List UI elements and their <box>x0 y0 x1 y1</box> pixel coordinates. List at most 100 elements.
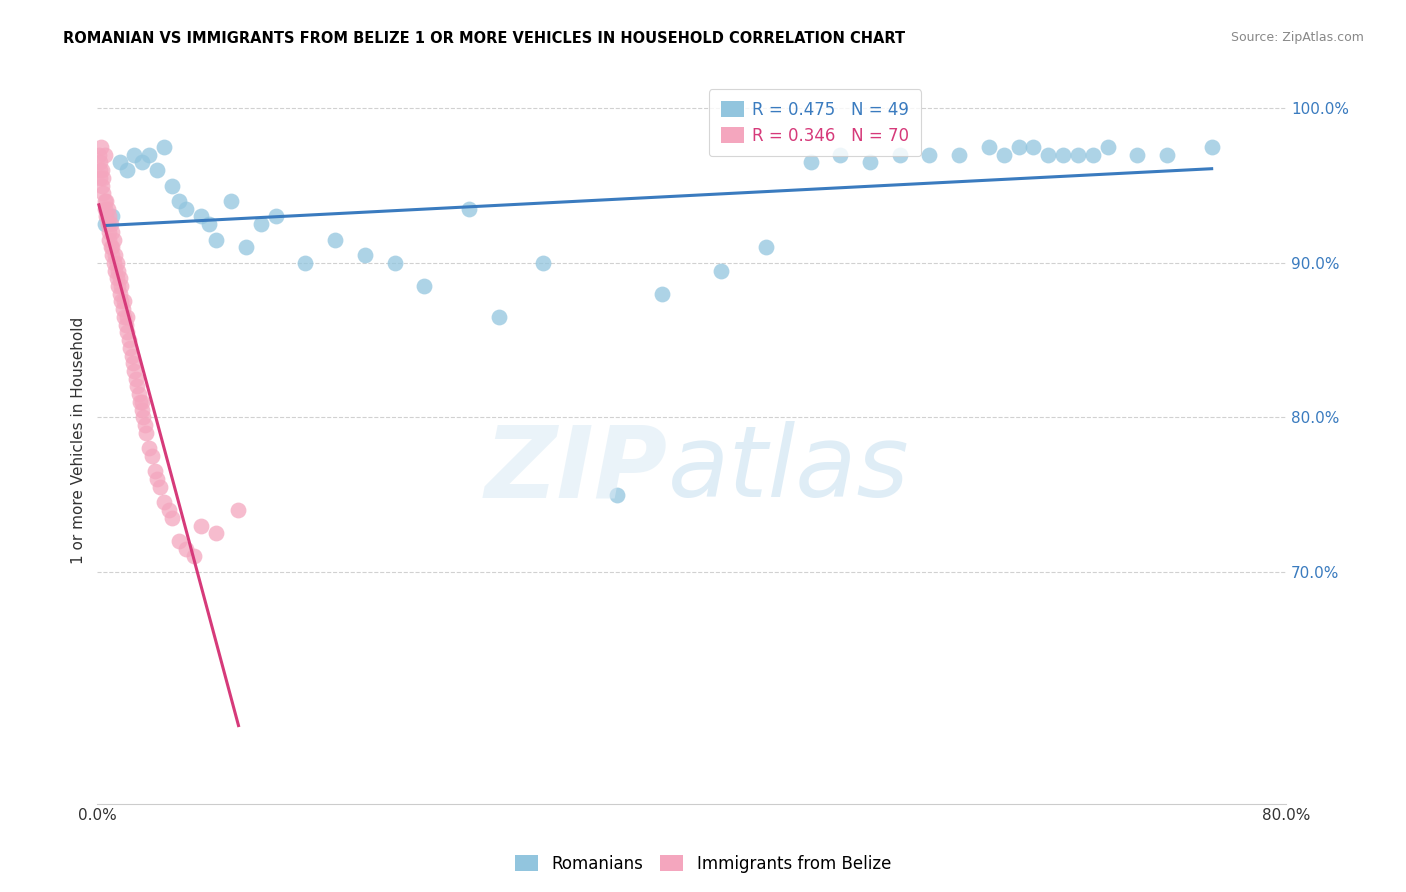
Point <box>146 163 169 178</box>
Point <box>115 163 138 178</box>
Text: ROMANIAN VS IMMIGRANTS FROM BELIZE 1 OR MORE VEHICLES IN HOUSEHOLD CORRELATION C: ROMANIAN VS IMMIGRANTS FROM BELIZE 1 OR … <box>63 31 905 46</box>
Text: atlas: atlas <box>668 421 910 518</box>
Point <box>114 318 136 332</box>
Legend: R = 0.475   N = 49, R = 0.346   N = 70: R = 0.475 N = 49, R = 0.346 N = 70 <box>709 89 921 156</box>
Point <box>918 147 941 161</box>
Point <box>87 147 110 161</box>
Point <box>146 472 169 486</box>
Point <box>160 178 183 193</box>
Point <box>105 271 128 285</box>
Point <box>138 147 160 161</box>
Point <box>118 341 141 355</box>
Point <box>138 442 160 456</box>
Point <box>110 294 132 309</box>
Point <box>176 202 198 216</box>
Point <box>96 210 118 224</box>
Point <box>111 302 134 317</box>
Point <box>131 402 153 417</box>
Point <box>101 248 124 262</box>
Point <box>323 233 346 247</box>
Point <box>112 294 135 309</box>
Point <box>91 170 114 185</box>
Point <box>103 256 125 270</box>
Point <box>1126 147 1149 161</box>
Point <box>606 487 628 501</box>
Point <box>90 163 112 178</box>
Point <box>205 526 228 541</box>
Point <box>101 225 124 239</box>
Point <box>135 425 157 440</box>
Point <box>94 202 117 216</box>
Point <box>89 170 111 185</box>
Legend: Romanians, Immigrants from Belize: Romanians, Immigrants from Belize <box>508 848 898 880</box>
Point <box>799 155 821 169</box>
Point <box>153 140 176 154</box>
Point <box>124 364 146 378</box>
Point <box>830 147 852 161</box>
Point <box>457 202 479 216</box>
Point <box>1052 147 1074 161</box>
Point <box>948 147 970 161</box>
Point <box>205 233 228 247</box>
Point <box>977 140 1000 154</box>
Point <box>115 326 138 340</box>
Point <box>264 210 287 224</box>
Point <box>190 518 212 533</box>
Point <box>219 194 242 208</box>
Point <box>108 271 131 285</box>
Point <box>89 155 111 169</box>
Point <box>104 263 127 277</box>
Point <box>94 217 117 231</box>
Point <box>100 240 122 254</box>
Point <box>384 256 406 270</box>
Point <box>105 256 128 270</box>
Point <box>107 279 129 293</box>
Point <box>235 240 257 254</box>
Point <box>1097 140 1119 154</box>
Point <box>859 155 882 169</box>
Point <box>112 310 135 324</box>
Point <box>143 465 166 479</box>
Point <box>128 387 150 401</box>
Point <box>1201 140 1223 154</box>
Point <box>97 202 120 216</box>
Point <box>132 410 155 425</box>
Point <box>1007 140 1029 154</box>
Point <box>755 240 778 254</box>
Point <box>889 147 911 161</box>
Point <box>1022 140 1045 154</box>
Point <box>131 155 153 169</box>
Point <box>98 210 121 224</box>
Point <box>121 349 143 363</box>
Point <box>228 503 250 517</box>
Point <box>108 155 131 169</box>
Point <box>710 263 733 277</box>
Point <box>249 217 271 231</box>
Point <box>1081 147 1104 161</box>
Y-axis label: 1 or more Vehicles in Household: 1 or more Vehicles in Household <box>72 317 86 564</box>
Point <box>91 186 114 201</box>
Point <box>149 480 172 494</box>
Point <box>167 533 190 548</box>
Point <box>993 147 1015 161</box>
Point <box>1156 147 1178 161</box>
Point <box>531 256 554 270</box>
Point <box>97 217 120 231</box>
Point <box>160 510 183 524</box>
Point <box>100 217 122 231</box>
Point <box>98 225 121 239</box>
Point <box>413 279 436 293</box>
Point <box>107 263 129 277</box>
Point <box>124 147 146 161</box>
Text: Source: ZipAtlas.com: Source: ZipAtlas.com <box>1230 31 1364 45</box>
Point <box>94 194 117 208</box>
Point <box>96 194 118 208</box>
Point <box>651 286 673 301</box>
Point <box>183 549 205 564</box>
Point <box>141 449 163 463</box>
Point <box>98 233 121 247</box>
Point <box>294 256 316 270</box>
Point <box>353 248 375 262</box>
Point <box>108 286 131 301</box>
Point <box>104 248 127 262</box>
